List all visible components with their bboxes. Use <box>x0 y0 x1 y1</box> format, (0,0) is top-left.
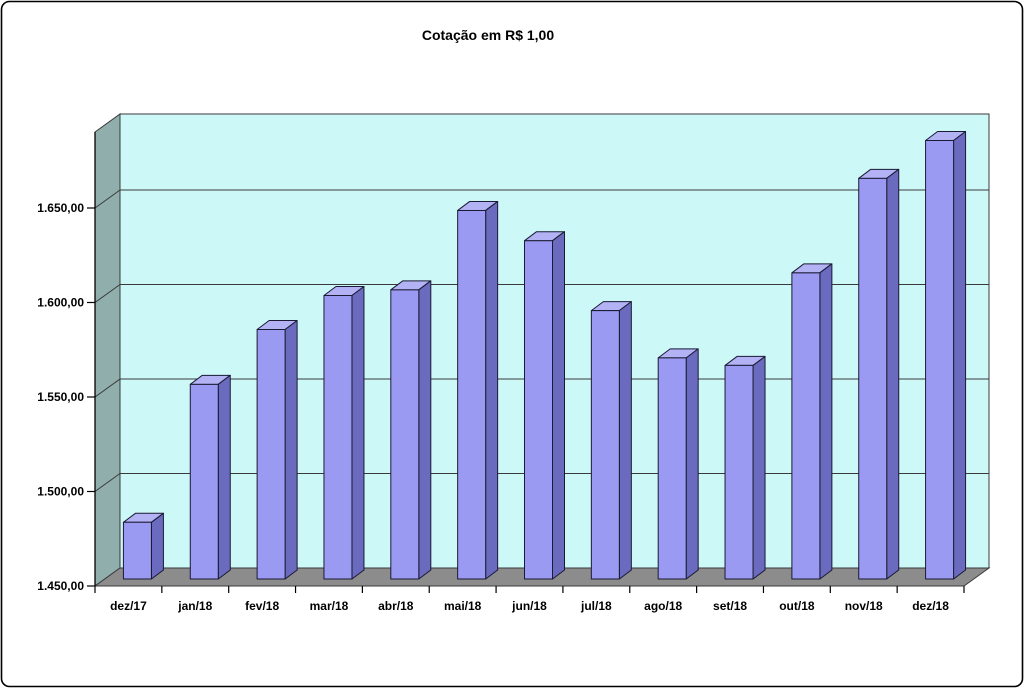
bar-abr-18-side-face <box>418 280 432 580</box>
x-axis-label-nov-18: nov/18 <box>845 599 883 613</box>
bar-nov-18-front-face <box>858 177 888 580</box>
bar-dez-18-side-face <box>953 131 967 580</box>
x-axis-label-ago-18: ago/18 <box>644 599 682 613</box>
bar-abr-18-front-face <box>390 289 420 580</box>
side-wall <box>94 113 121 587</box>
bar-ago-18-front-face <box>657 357 687 580</box>
bar-mai-18-side-face <box>485 200 499 580</box>
bar-out-18-side-face <box>819 263 833 580</box>
x-axis-label-mar-18: mar/18 <box>310 599 349 613</box>
bar-dez-18-front-face <box>925 140 955 580</box>
x-axis-label-set-18: set/18 <box>713 599 747 613</box>
gridline-wall-1550 <box>94 378 121 398</box>
x-axis-label-dez-18: dez/18 <box>912 599 949 613</box>
x-axis-label-mai-18: mai/18 <box>444 599 482 613</box>
y-axis-label-2: 1.550,00 <box>37 390 84 404</box>
y-axis-label-3: 1.600,00 <box>37 296 84 310</box>
bar-set-18-side-face <box>752 355 766 580</box>
bar-out-18-front-face <box>791 272 821 580</box>
x-axis-label-fev-18: fev/18 <box>245 599 279 613</box>
bar-dez-17-side-face <box>150 512 164 580</box>
y-axis-label-1: 1.500,00 <box>37 485 84 499</box>
gridline-wall-1600 <box>94 284 121 303</box>
bar-fev-18-front-face <box>256 329 286 580</box>
bar-jan-18-side-face <box>217 374 231 580</box>
gridline-wall-1500 <box>94 473 121 492</box>
chart-title: Cotação em R$ 1,00 <box>422 27 554 43</box>
bar-fev-18-side-face <box>284 320 298 580</box>
bar-mar-18-side-face <box>351 286 365 580</box>
x-axis-label-dez-17: dez/17 <box>110 599 147 613</box>
bar-jul-18-side-face <box>618 301 632 580</box>
x-axis-label-out-18: out/18 <box>779 599 815 613</box>
gridline-wall-1650 <box>94 189 121 209</box>
bar-jun-18-front-face <box>524 240 553 580</box>
bar-mar-18-front-face <box>323 295 353 580</box>
x-axis-label-jul-18: jul/18 <box>580 599 612 613</box>
bar-nov-18-side-face <box>886 168 900 580</box>
bar-mai-18-front-face <box>457 209 487 580</box>
x-axis-label-abr-18: abr/18 <box>378 599 414 613</box>
x-axis-label-jan-18: jan/18 <box>177 599 212 613</box>
x-axis-label-jun-18: jun/18 <box>511 599 547 613</box>
bar-jul-18-front-face <box>590 310 620 580</box>
y-axis-label-0: 1.450,00 <box>37 579 84 593</box>
bar-jan-18-front-face <box>189 383 219 580</box>
bar-set-18-front-face <box>724 364 754 580</box>
bar-jun-18-side-face <box>552 231 565 580</box>
y-axis-label-4: 1.650,00 <box>37 201 84 215</box>
bar-ago-18-side-face <box>685 348 699 580</box>
bar-dez-17-front-face <box>122 521 152 580</box>
